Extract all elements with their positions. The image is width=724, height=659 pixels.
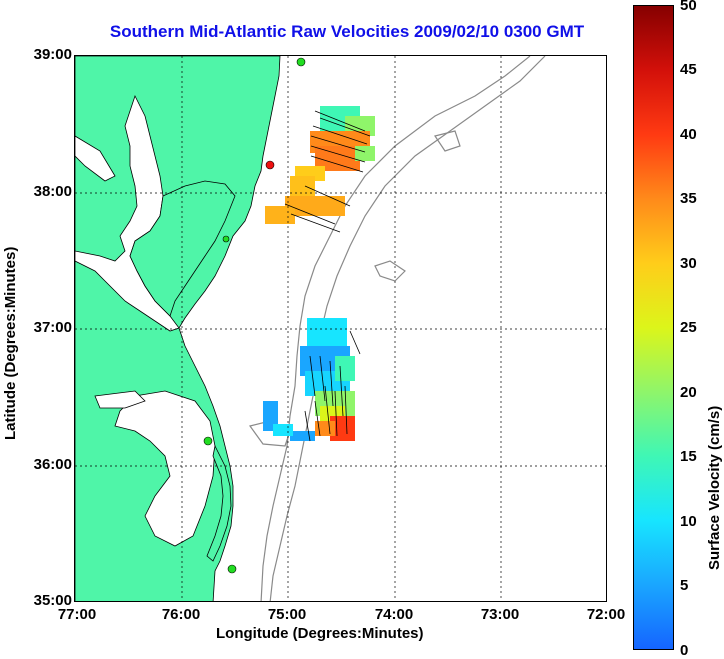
bay-inlet	[75, 135, 116, 182]
colorbar-tick: 0	[680, 642, 689, 659]
albemarle-water	[94, 390, 146, 409]
station-marker	[227, 564, 237, 574]
colorbar-tick: 35	[680, 190, 697, 207]
y-tick-label: 35:00	[33, 592, 72, 609]
station-marker	[203, 436, 213, 446]
peninsula	[129, 180, 236, 317]
x-tick-label: 76:00	[161, 606, 201, 623]
map-frame	[74, 55, 607, 602]
bathymetry-contour-3	[374, 260, 406, 282]
colorbar-tick: 15	[680, 448, 697, 465]
colorbar-tick: 25	[680, 319, 697, 336]
x-tick-label: 75:00	[267, 606, 307, 623]
colorbar-tick: 30	[680, 255, 697, 272]
station-marker	[296, 57, 306, 67]
colorbar-tick: 50	[680, 0, 697, 14]
colorbar-tick: 10	[680, 513, 697, 530]
colorbar-tick: 45	[680, 61, 697, 78]
velocity-arrows	[284, 110, 371, 442]
y-axis-title: Latitude (Degrees:Minutes)	[2, 246, 19, 440]
outer-banks	[206, 444, 232, 562]
map-canvas	[75, 56, 606, 601]
colorbar-tick: 20	[680, 384, 697, 401]
y-tick-label: 36:00	[33, 456, 72, 473]
y-tick-label: 38:00	[33, 183, 72, 200]
colorbar-tick: 40	[680, 126, 697, 143]
chart-title: Southern Mid-Atlantic Raw Velocities 200…	[109, 22, 585, 41]
bathymetry-contour-1	[260, 56, 531, 601]
sound-water	[114, 390, 216, 547]
graticule	[75, 56, 606, 601]
x-tick-label: 77:00	[57, 606, 97, 623]
colorbar	[633, 5, 674, 650]
y-tick-label: 39:00	[33, 46, 72, 63]
x-tick-label: 73:00	[480, 606, 520, 623]
velocity-field-south	[263, 318, 355, 441]
colorbar-title: Surface Velocity (cm/s)	[706, 405, 723, 570]
bathymetry-contour-5	[434, 130, 461, 152]
station-marker-highlight	[265, 160, 275, 170]
x-tick-label: 72:00	[586, 606, 626, 623]
x-axis-title: Longitude (Degrees:Minutes)	[216, 625, 424, 642]
velocity-field-north	[265, 106, 375, 224]
colorbar-tick: 5	[680, 577, 689, 594]
station-marker	[222, 235, 230, 243]
x-tick-label: 74:00	[374, 606, 414, 623]
y-tick-label: 37:00	[33, 319, 72, 336]
